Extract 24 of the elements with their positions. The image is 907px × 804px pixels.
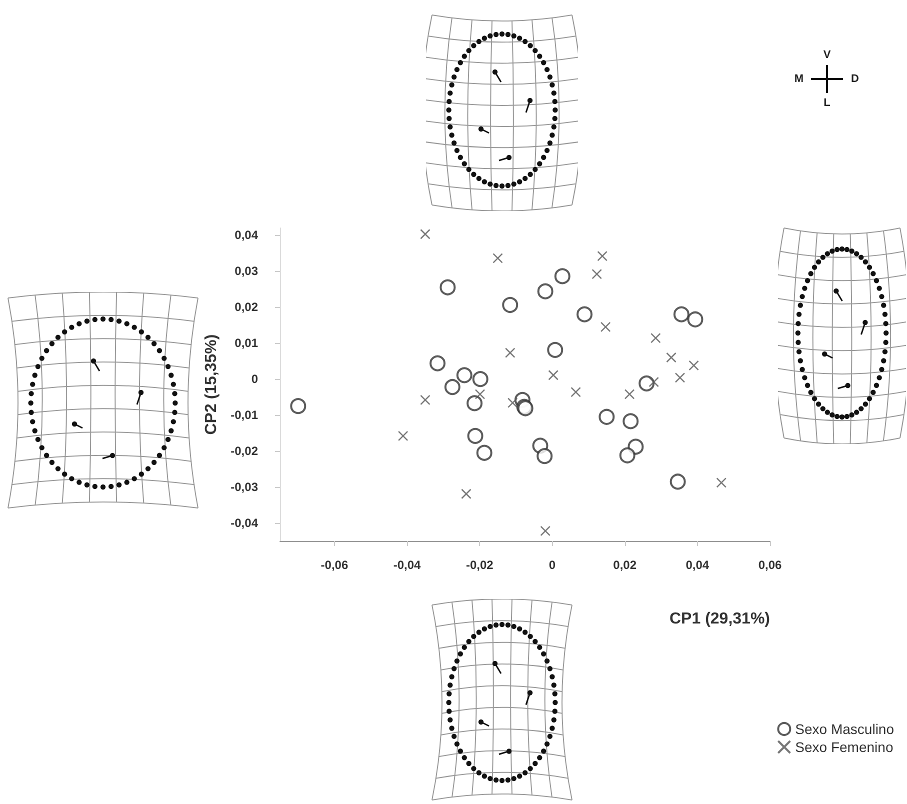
- legend-label: Sexo Femenino: [795, 739, 894, 755]
- y-tick-label: 0,01: [234, 336, 258, 350]
- y-tick-label: -0,03: [230, 480, 258, 494]
- x-tick-label: -0,06: [320, 558, 348, 572]
- x-tick-label: -0,02: [466, 558, 494, 572]
- x-tick-label: 0,02: [613, 558, 637, 572]
- y-tick-label: -0,02: [230, 444, 258, 458]
- y-tick-label: 0,03: [234, 264, 258, 278]
- text: L: [824, 97, 831, 109]
- y-tick-label: 0,04: [234, 228, 258, 242]
- x-tick-label: -0,04: [393, 558, 422, 572]
- x-tick-label: 0,06: [758, 558, 782, 572]
- x-tick-label: 0,04: [686, 558, 710, 572]
- x-axis-title: CP1 (29,31%): [670, 610, 770, 628]
- x-tick-label: 0: [548, 558, 556, 572]
- legend-label: Sexo Masculino: [795, 721, 894, 737]
- y-axis-title: CP2 (15,35%): [203, 334, 220, 435]
- y-tick-label: -0,04: [230, 516, 258, 530]
- text: V: [823, 49, 832, 61]
- text: M: [794, 73, 804, 85]
- y-tick-label: 0: [251, 372, 258, 386]
- y-tick-label: 0,02: [234, 300, 258, 314]
- y-tick-label: -0,01: [230, 408, 258, 422]
- text: D: [851, 73, 860, 85]
